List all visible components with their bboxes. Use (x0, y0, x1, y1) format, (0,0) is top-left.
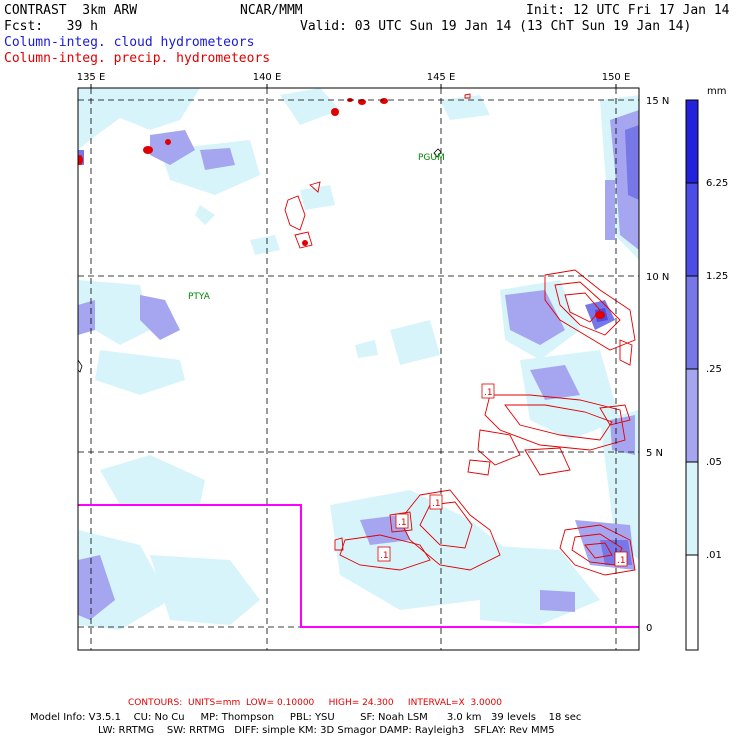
inner-domain-box (78, 504, 639, 628)
legend-precip: Column-integ. precip. hydrometeors (4, 51, 271, 66)
contours-info: CONTOURS: UNITS=mm LOW= 0.10000 HIGH= 24… (128, 698, 502, 708)
init-time: Init: 12 UTC Fri 17 Jan 14 (526, 3, 730, 18)
lat-label: 0 (646, 623, 652, 634)
lat-label: 5 N (646, 448, 663, 459)
contour-label: .1 (429, 494, 443, 510)
svg-text:.1: .1 (432, 499, 441, 509)
colorbar-tick: 6.25 (706, 178, 728, 189)
svg-text:.1: .1 (398, 518, 407, 528)
place-label-pgum: PGUM (418, 153, 445, 163)
valid-time: Valid: 03 UTC Sun 19 Jan 14 (13 ChT Sun … (300, 19, 692, 34)
colorbar: mm 6.25 1.25 .25 .05 .01 (685, 86, 728, 651)
colorbar-swatch (686, 462, 698, 555)
svg-text:.1: .1 (484, 388, 493, 398)
colorbar-tick: .01 (706, 550, 722, 561)
colorbar-swatch (686, 276, 698, 369)
organization: NCAR/MMM (240, 3, 303, 18)
colorbar-swatch (686, 555, 698, 650)
colorbar-tick: .25 (706, 364, 722, 375)
forecast-hour: Fcst: 39 h (4, 19, 98, 34)
place-label-ptya: PTYA (188, 292, 211, 302)
model-info-1: Model Info: V3.5.1 CU: No Cu MP: Thompso… (30, 712, 582, 723)
cloud-shading (78, 88, 639, 630)
chart-title: CONTRAST 3km ARW (4, 3, 138, 18)
lon-ticks (90, 84, 617, 88)
lon-label: 145 E (427, 72, 456, 83)
model-info-2: LW: RRTMG SW: RRTMG DIFF: simple KM: 3D … (98, 725, 555, 736)
legend-cloud: Column-integ. cloud hydrometeors (4, 35, 255, 50)
lon-label: 135 E (77, 72, 106, 83)
colorbar-swatch (686, 100, 698, 183)
colorbar-swatch (686, 183, 698, 276)
colorbar-swatch (686, 369, 698, 462)
lon-label: 140 E (253, 72, 282, 83)
colorbar-units: mm (707, 86, 726, 97)
lat-label: 10 N (646, 272, 669, 283)
contour-label: .1 (481, 383, 495, 399)
contour-label: .1 (614, 551, 628, 567)
map-border (77, 87, 640, 651)
colorbar-tick: 1.25 (706, 271, 728, 282)
lon-label: 150 E (602, 72, 631, 83)
svg-text:.1: .1 (617, 556, 626, 566)
lat-label: 15 N (646, 96, 669, 107)
colorbar-tick: .05 (706, 457, 722, 468)
contour-label: .1 (377, 546, 391, 562)
contour-label: .1 (395, 513, 409, 529)
svg-text:.1: .1 (380, 551, 389, 561)
